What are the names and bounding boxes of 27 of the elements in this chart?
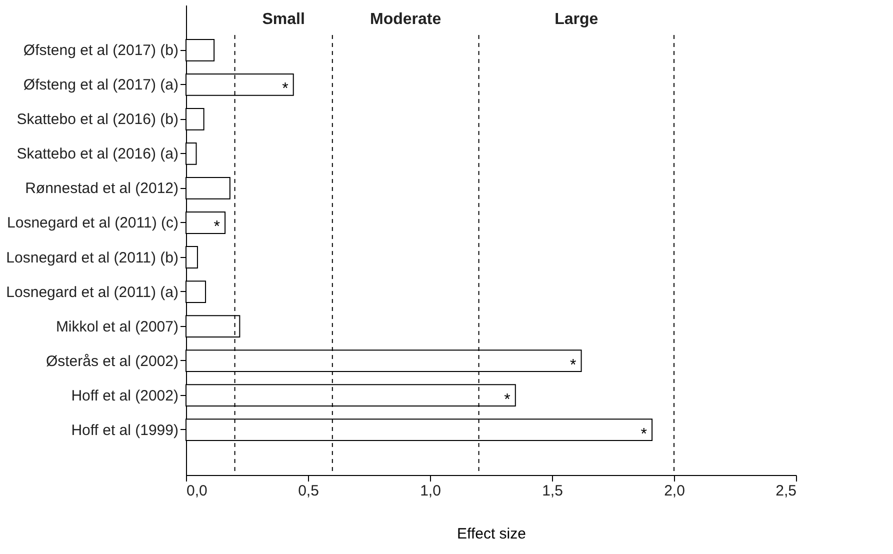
data-label: *	[214, 218, 220, 236]
x-tick-label: 0,0	[186, 482, 208, 500]
y-tick-label: Øfsteng et al (2017) (b)	[23, 42, 178, 60]
text: Moderate	[370, 11, 442, 28]
x-tick-label: 2,5	[776, 482, 796, 500]
text: Small	[262, 11, 305, 28]
x-tick-label: 0,5	[298, 482, 319, 500]
text: Large	[554, 11, 598, 28]
y-tick-label: Losnegard et al (2011) (b)	[6, 249, 178, 266]
data-label: *	[640, 426, 648, 443]
x-tick-label: 1,0	[420, 482, 441, 500]
x-tick-label: 1,5	[542, 482, 563, 500]
x-axis-title: Effect size	[457, 526, 526, 542]
data-label: *	[282, 80, 288, 98]
y-tick-label: Skattebo et al (2016) (a)	[16, 146, 178, 163]
y-tick-label: Skattebo et al (2016) (b)	[16, 111, 178, 128]
y-tick-label: Losnegard et al (2011) (c)	[7, 214, 178, 232]
data-label: *	[570, 356, 576, 374]
y-tick-label: Østerås et al (2002)	[46, 352, 179, 370]
y-tick-label: Rønnestad et al (2012)	[25, 180, 179, 198]
y-tick-label: Hoff et al (1999)	[71, 422, 178, 439]
y-tick-label: Hoff et al (2002)	[71, 387, 178, 404]
x-tick-label: 2,0	[664, 482, 685, 500]
y-tick-label: Mikkol et al (2007)	[56, 318, 178, 336]
y-tick-label: Losnegard et al (2011) (a)	[6, 284, 178, 301]
y-tick-label: Øfsteng et al (2017) (a)	[23, 76, 178, 94]
data-label: *	[504, 391, 510, 408]
